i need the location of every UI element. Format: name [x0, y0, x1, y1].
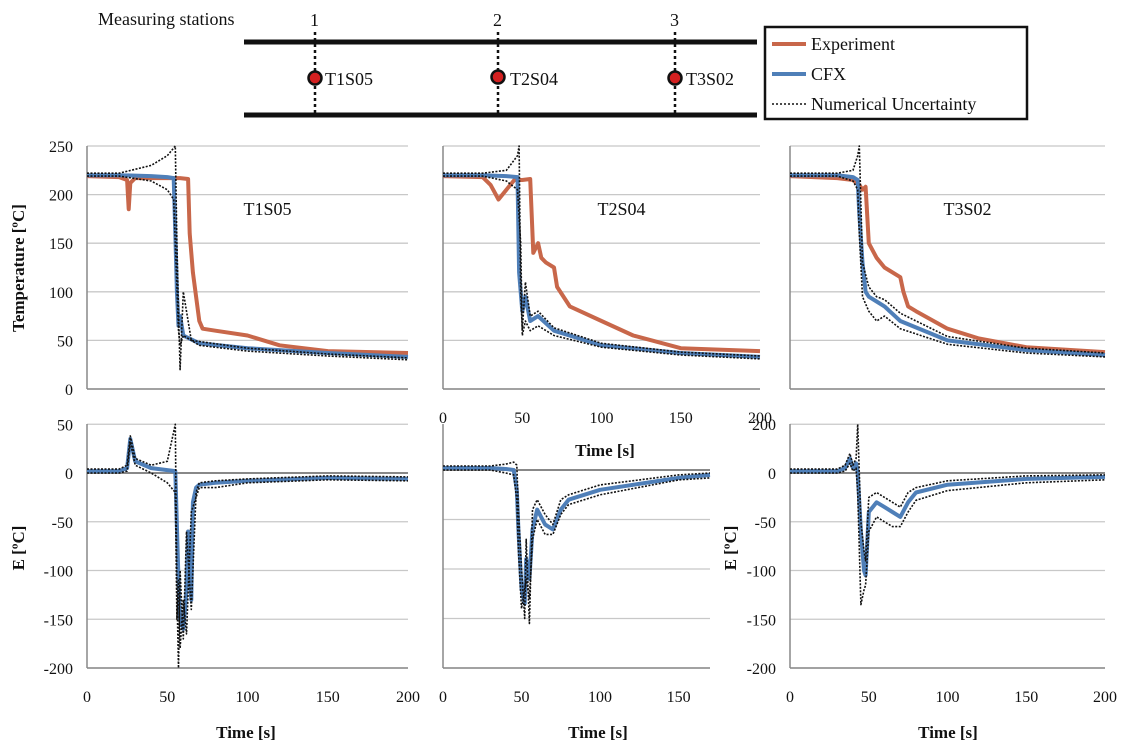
x-tick-label: 100 [236, 689, 260, 706]
panel-label: T3S02 [943, 199, 991, 219]
y-tick-label: 150 [49, 236, 73, 253]
series-line-numerical-uncertainty [443, 469, 711, 610]
series-line-numerical-uncertainty [443, 145, 761, 357]
x-tick-label: 50 [514, 689, 530, 706]
ylabel-error-left: E [ºC] [9, 526, 28, 571]
y-tick-label: 50 [57, 417, 73, 434]
station-3: 3 T3S02 [667, 10, 734, 114]
y-tick-label: 0 [65, 466, 73, 483]
y-tick-label: 200 [752, 417, 776, 434]
panel-label: T1S05 [243, 199, 291, 219]
series-line-numerical-uncertainty [790, 423, 1106, 562]
x-tick-label: 0 [786, 689, 794, 706]
station-1: 1 T1S05 [307, 10, 373, 114]
legend: Experiment CFX Numerical Uncertainty [763, 25, 1029, 121]
x-tick-label: 0 [83, 689, 91, 706]
y-tick-label: -150 [44, 612, 73, 629]
xlabel-bottom-right: Time [s] [918, 723, 978, 742]
ylabel-temperature: Temperature [ºC] [9, 204, 28, 332]
x-tick-label: 150 [316, 689, 340, 706]
station-2: 2 T2S04 [490, 10, 558, 114]
series-line-numerical-uncertainty [87, 423, 409, 669]
x-tick-label: 200 [748, 410, 772, 427]
chart-panel-t2s04-error: 0 50 100 150 [439, 424, 711, 706]
y-tick-label: 50 [57, 333, 73, 350]
station-number: 3 [670, 10, 679, 30]
ylabel-error-right: E [ºC] [721, 526, 740, 571]
sensor-label: T1S05 [325, 69, 373, 89]
series-line-numerical-uncertainty [443, 175, 761, 360]
x-tick-label: 150 [669, 410, 693, 427]
chart-panel-t1s05-error: -200 -150 -100 -50 0 50 0 50 100 150 200 [44, 417, 420, 706]
y-tick-label: 0 [65, 382, 73, 399]
x-tick-label: 50 [514, 410, 530, 427]
x-tick-label: 0 [439, 689, 447, 706]
y-tick-label: 0 [768, 466, 776, 483]
legend-entry-experiment: Experiment [772, 34, 895, 54]
chart-panel-t3s02-temperature: T3S02 [789, 145, 1106, 390]
series-line-numerical-uncertainty [87, 145, 409, 371]
sensor-label: T2S04 [510, 69, 558, 89]
x-tick-label: 0 [439, 410, 447, 427]
y-tick-label: -100 [44, 564, 73, 581]
sensor-marker [307, 70, 323, 86]
y-tick-label: -200 [44, 661, 73, 678]
y-tick-label: -100 [747, 564, 776, 581]
xlabel-bottom-left: Time [s] [216, 723, 276, 742]
series-line-numerical-uncertainty [790, 462, 1106, 606]
series-line-numerical-uncertainty [87, 440, 409, 650]
sensor-label: T3S02 [686, 69, 734, 89]
y-tick-label: 250 [49, 139, 73, 156]
series-line-numerical-uncertainty [790, 145, 1106, 354]
series-line-numerical-uncertainty [790, 175, 1106, 358]
xlabel-top-middle: Time [s] [575, 441, 635, 460]
legend-entry-numerical-uncertainty: Numerical Uncertainty [772, 94, 976, 114]
y-tick-label: -200 [747, 661, 776, 678]
legend-box [763, 25, 1029, 121]
y-tick-label: 100 [49, 285, 73, 302]
series-line-cfx [443, 173, 761, 359]
x-tick-label: 200 [1093, 689, 1117, 706]
chart-panel-t2s04-temperature: 0 50 100 150 200 T2S04 [439, 145, 772, 427]
x-tick-label: 50 [861, 689, 877, 706]
chart-panel-t3s02-error: -200 -150 -100 -50 0 200 0 50 100 150 200 [747, 417, 1117, 706]
x-tick-label: 200 [396, 689, 420, 706]
y-tick-label: -50 [755, 515, 776, 532]
sensor-marker [490, 69, 506, 85]
station-number: 1 [310, 10, 319, 30]
station-number: 2 [493, 10, 502, 30]
legend-entry-cfx: CFX [772, 64, 846, 84]
series-line-numerical-uncertainty [87, 175, 409, 361]
series-line-cfx [790, 456, 1106, 578]
y-tick-label: 200 [49, 188, 73, 205]
series-line-experiment [86, 174, 409, 355]
schematic: Measuring stations 1 T1S05 2 T2S04 3 T3S… [98, 9, 757, 118]
legend-label: CFX [811, 64, 846, 84]
panel-label: T2S04 [597, 199, 645, 219]
schematic-title: Measuring stations [98, 9, 235, 29]
series-line-cfx [87, 436, 409, 631]
series-line-cfx [443, 466, 711, 606]
series-line-experiment [442, 174, 761, 354]
x-tick-label: 100 [590, 410, 614, 427]
chart-panel-t1s05-temperature: 0 50 100 150 200 250 T1S05 [49, 139, 409, 399]
legend-label: Experiment [811, 34, 895, 54]
sensor-marker [667, 70, 683, 86]
y-tick-label: -150 [747, 612, 776, 629]
x-tick-label: 50 [159, 689, 175, 706]
x-tick-label: 100 [588, 689, 612, 706]
xlabel-bottom-middle: Time [s] [568, 723, 628, 742]
x-tick-label: 100 [936, 689, 960, 706]
x-tick-label: 150 [1014, 689, 1038, 706]
series-line-numerical-uncertainty [443, 461, 711, 625]
series-line-cfx [790, 173, 1106, 357]
y-tick-label: -50 [52, 515, 73, 532]
legend-label: Numerical Uncertainty [811, 94, 976, 114]
x-tick-label: 150 [667, 689, 691, 706]
